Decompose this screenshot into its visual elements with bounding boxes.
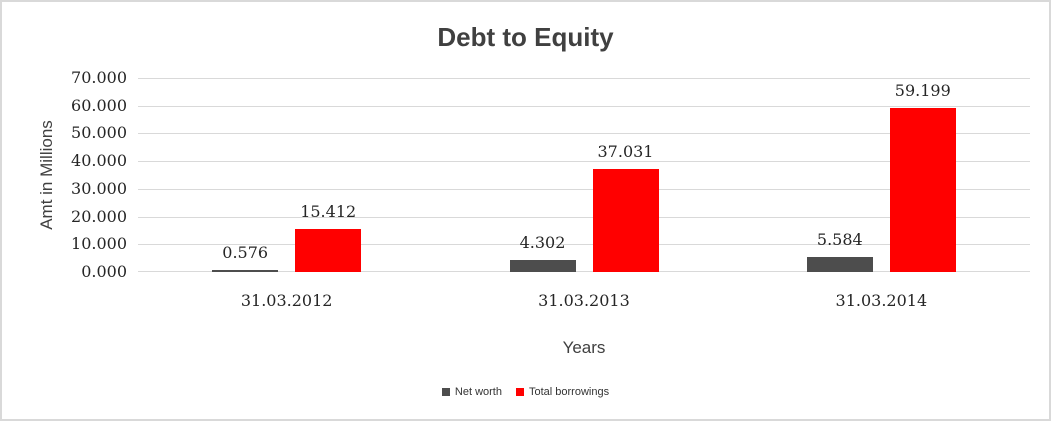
legend-label: Total borrowings xyxy=(528,386,610,398)
bar-value-label: 4.302 xyxy=(519,233,566,253)
gridline xyxy=(138,244,1030,245)
legend-label: Net worth xyxy=(454,386,502,398)
gridline xyxy=(138,78,1030,79)
y-tick-label: 50.000 xyxy=(71,123,127,143)
y-tick-label: 30.000 xyxy=(71,178,127,198)
gridline xyxy=(138,271,1030,272)
gridline xyxy=(138,217,1030,218)
legend: Net worth Total borrowings xyxy=(2,386,1049,398)
gridline xyxy=(138,133,1030,134)
y-tick-label: 60.000 xyxy=(71,95,127,115)
legend-item: Total borrowings xyxy=(515,386,610,398)
y-tick-label: 0.000 xyxy=(81,262,127,281)
bar-net-worth xyxy=(509,260,576,272)
bar-value-label: 37.031 xyxy=(597,142,654,162)
y-tick-label: 70.000 xyxy=(71,68,127,87)
y-tick-label: 10.000 xyxy=(71,234,127,254)
bar-net-worth xyxy=(806,256,873,272)
bar-net-worth xyxy=(212,270,279,272)
legend-item: Net worth xyxy=(441,386,502,398)
bar-total-borrowings xyxy=(889,107,956,272)
plot-area: 0.576 15.412 4.302 37.031 5.584 59.199 xyxy=(138,78,1030,272)
legend-swatch xyxy=(515,388,524,396)
x-category-label: 31.03.2013 xyxy=(538,291,630,310)
bar-total-borrowings xyxy=(295,229,362,272)
x-axis-title: Years xyxy=(562,338,606,357)
gridline xyxy=(138,161,1030,162)
bar-value-label: 15.412 xyxy=(300,202,357,222)
bar-value-label: 5.584 xyxy=(816,229,863,249)
chart-title: Debt to Equity xyxy=(437,22,614,52)
legend-swatch xyxy=(441,388,450,396)
x-category-label: 31.03.2014 xyxy=(835,291,928,310)
gridline xyxy=(138,106,1030,107)
gridline xyxy=(138,189,1030,190)
bar-total-borrowings xyxy=(592,169,659,272)
x-category-label: 31.03.2012 xyxy=(240,291,333,310)
bar-value-label: 59.199 xyxy=(894,80,951,100)
y-tick-label: 20.000 xyxy=(71,206,127,226)
y-tick-label: 40.000 xyxy=(71,151,127,171)
bar-value-label: 0.576 xyxy=(222,243,269,263)
